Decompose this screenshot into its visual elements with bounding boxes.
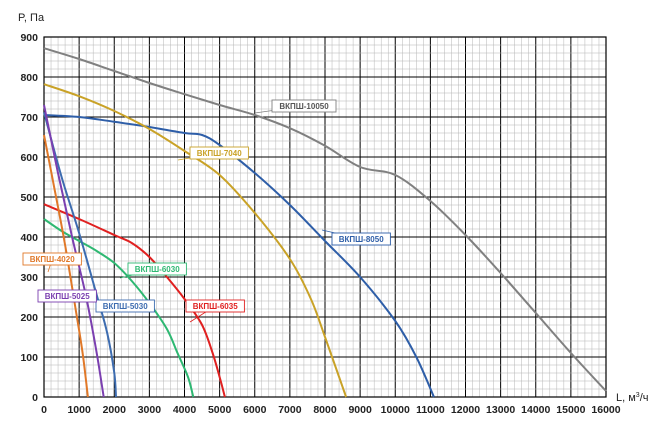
x-tick-label: 9000 [348,404,372,416]
label-box-ВКПШ-6035 [185,299,245,313]
x-tick-label: 14000 [521,404,550,416]
series-label-ВКПШ-5025: ВКПШ-5025 [45,292,90,301]
series-line-ВКПШ-6030 [43,218,195,398]
series-label-ВКПШ-7040: ВКПШ-7040 [197,149,242,158]
x-tick-label: 10000 [381,404,410,416]
x-tick-label: 0 [41,404,47,416]
y-axis-title: P, Па [18,12,45,24]
x-tick-label: 13000 [486,404,515,416]
label-box-ВКПШ-8050 [331,232,391,246]
y-tick-label: 600 [20,152,38,164]
x-axis-title: L, м3/ч [616,392,649,404]
series-label-ВКПШ-8050: ВКПШ-8050 [339,235,384,244]
label-box-ВКПШ-7040 [189,146,249,160]
y-tick-label: 700 [20,112,38,124]
x-tick-label: 16000 [591,404,620,416]
grid-lines [43,36,607,398]
x-tick-label: 1000 [67,404,91,416]
label-box-ВКПШ-6030 [127,262,187,276]
series-label-ВКПШ-5030: ВКПШ-5030 [103,302,148,311]
series-label-ВКПШ-4020: ВКПШ-4020 [30,255,75,264]
y-tick-label: 400 [20,232,38,244]
x-axis-title-sup: 3 [636,392,640,399]
x-tick-label: 7000 [278,404,302,416]
label-box-ВКПШ-5025 [37,289,97,303]
label-box-ВКПШ-10050 [271,99,337,113]
plot-border [43,36,607,398]
x-tick-label: 2000 [103,404,127,416]
series-line-ВКПШ-4020 [43,134,89,398]
y-tick-label: 100 [20,352,38,364]
x-tick-label: 5000 [208,404,232,416]
series-labels: ВКПШ-10050 ВКПШ-8050 ВКПШ-7040 ВКПШ-6035 ВКП… [22,99,391,323]
x-tick-label: 3000 [138,404,162,416]
y-tick-label: 900 [20,32,38,44]
series-line-ВКПШ-7040 [43,83,348,398]
series-label-ВКПШ-6030: ВКПШ-6030 [135,265,180,274]
y-tick-label: 0 [32,392,38,404]
x-tick-labels: 0 1000 2000 3000 4000 5000 6000 7000 8000 9000 100… [41,404,621,416]
series-label-ВКПШ-6035: ВКПШ-6035 [193,302,238,311]
x-axis-title-suffix: /ч [640,392,649,404]
series-label-ВКПШ-10050: ВКПШ-10050 [279,102,329,111]
x-axis-title-prefix: L, м [616,392,636,404]
plot-frame [43,36,607,398]
x-tick-label: 6000 [243,404,267,416]
x-tick-label: 4000 [173,404,197,416]
y-tick-label: 500 [20,192,38,204]
series-line-ВКПШ-6035 [43,203,226,398]
label-box-ВКПШ-4020 [22,252,82,266]
y-tick-labels: 0 100 200 300 400 500 600 700 800 900 [20,32,38,404]
y-tick-label: 800 [20,72,38,84]
x-tick-label: 15000 [556,404,585,416]
x-tick-label: 12000 [451,404,480,416]
x-tick-label: 8000 [313,404,337,416]
series-line-ВКПШ-10050 [43,47,607,392]
y-tick-label: 300 [20,272,38,284]
label-box-ВКПШ-5030 [95,299,155,313]
x-tick-label: 11000 [416,404,445,416]
y-tick-label: 200 [20,312,38,324]
